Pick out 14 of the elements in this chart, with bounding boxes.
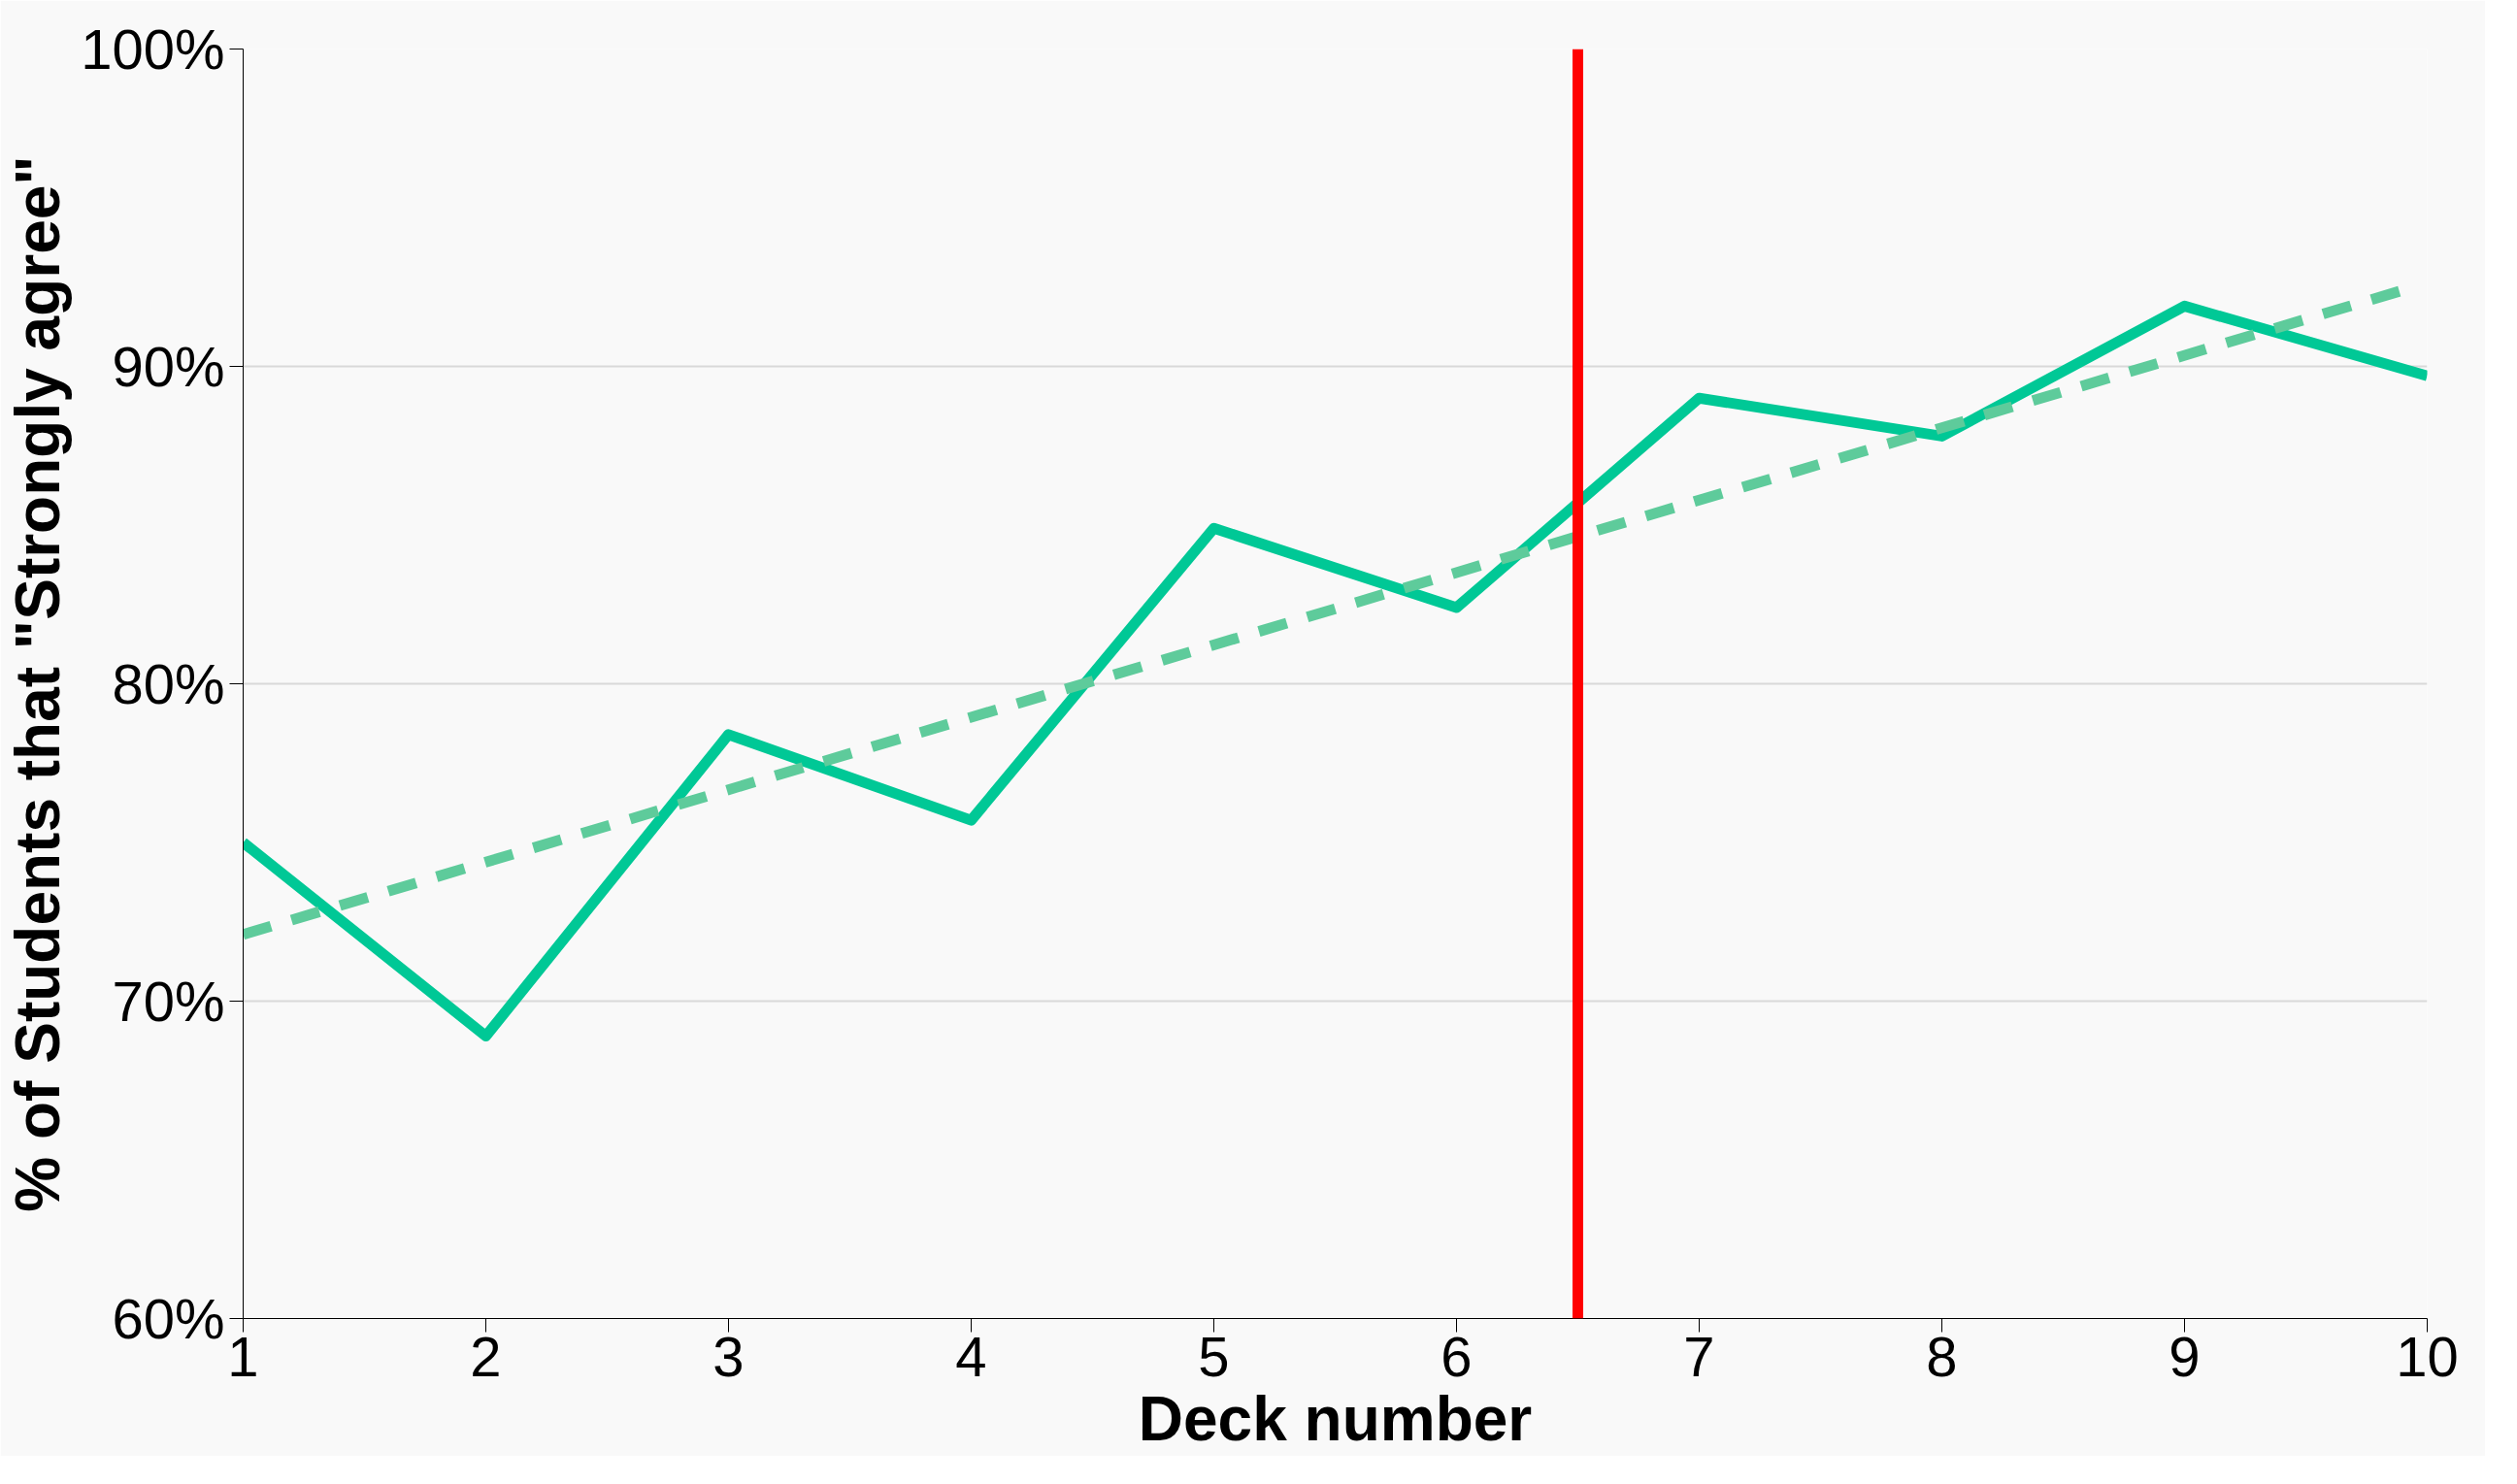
x-tick-label: 4 [955,1324,987,1388]
x-tick-label: 7 [1683,1324,1715,1388]
x-tick-label: 3 [712,1324,745,1388]
y-tick-label: 90% [112,335,225,398]
y-tick-label: 80% [112,652,225,715]
y-tick-label: 70% [112,970,225,1033]
x-tick-label: 9 [2169,1324,2201,1388]
y-tick-label: 100% [81,17,225,81]
y-tick-label: 60% [112,1287,225,1350]
x-tick-label: 2 [470,1324,502,1388]
x-tick-label: 10 [2396,1324,2459,1388]
x-tick-label: 1 [227,1324,259,1388]
x-tick-label: 8 [1926,1324,1958,1388]
y-axis-title: % of Students that "Strongly agree" [3,155,74,1212]
